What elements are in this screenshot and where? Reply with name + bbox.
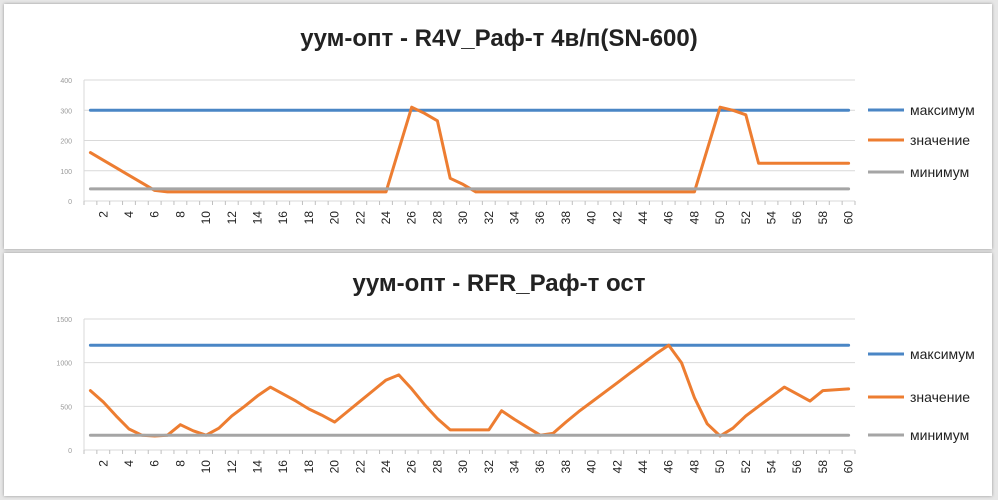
chart-1-x-tick-label: 26 [405, 211, 419, 225]
chart-1-x-tick-label: 22 [353, 211, 367, 225]
chart-1-gridlines [83, 79, 855, 202]
chart-2-x-tick-label: 58 [816, 460, 830, 474]
chart-1-series-2-line [88, 105, 851, 194]
chart-2-x-tick-label: 14 [250, 460, 264, 474]
chart-2-x-tick-label: 60 [842, 460, 856, 474]
chart-1-x-tick-label: 38 [559, 211, 573, 225]
chart-2-x-tick-label: 46 [662, 460, 676, 474]
chart-1-x-tick-label: 24 [379, 211, 393, 225]
chart-2-x-tick-label: 50 [713, 460, 727, 474]
chart-1-y-tick-label: 200 [60, 139, 72, 146]
chart-1-x-tick-label: 48 [687, 211, 701, 225]
chart-2-x-tick-label: 28 [430, 460, 444, 474]
chart-2-y-tick-label: 500 [60, 404, 72, 411]
chart-1-x-tick-label: 20 [328, 211, 342, 225]
chart-2-x-tick-label: 30 [456, 460, 470, 474]
chart-1-x-tick-label: 60 [842, 211, 856, 225]
chart-1-x-tick-label: 58 [816, 211, 830, 225]
chart-2-y-tick-label: 0 [68, 448, 72, 455]
chart-1-x-tick-label: 6 [148, 211, 162, 218]
chart-1-legend-label-1: максимум [910, 102, 975, 118]
chart-2-x-tick-label: 36 [533, 460, 547, 474]
chart-1-legend: максимум значение минимум [868, 102, 975, 180]
chart-2-x-tick-label: 16 [276, 460, 290, 474]
chart-2-legend: максимум значение минимум [868, 346, 975, 443]
chart-1-x-tick-label: 18 [302, 211, 316, 225]
chart-2-x-tick-label: 44 [636, 460, 650, 474]
chart-2-x-tick-label: 18 [302, 460, 316, 474]
chart-1-x-tick-label: 32 [482, 211, 496, 225]
chart-1-series [88, 105, 851, 194]
chart-1-x-tick-label: 8 [173, 211, 187, 218]
chart-2-x-tick-label: 2 [96, 460, 110, 467]
chart-2-y-ticks: 0 500 1000 1500 [56, 317, 72, 455]
chart-1-legend-label-2: значение [910, 132, 970, 148]
chart-2-legend-label-2: значение [910, 389, 970, 405]
chart-2-x-tick-label: 52 [739, 460, 753, 474]
chart-1-y-tick-label: 400 [60, 78, 72, 85]
chart-1-x-tick-label: 42 [610, 211, 624, 225]
chart-2-x-tick-label: 42 [610, 460, 624, 474]
chart-1-x-tick-label: 14 [250, 211, 264, 225]
chart-2-x-tick-label: 4 [122, 460, 136, 467]
chart-2-x-tick-label: 10 [199, 460, 213, 474]
chart-2-x-tick-label: 22 [353, 460, 367, 474]
chart-2-x-tick-label: 26 [405, 460, 419, 474]
chart-1-x-tick-label: 36 [533, 211, 547, 225]
chart-2-x-tick-label: 32 [482, 460, 496, 474]
chart-1-x-tick-label: 30 [456, 211, 470, 225]
chart-1-x-tick-label: 40 [585, 211, 599, 225]
chart-2-x-tick-label: 40 [585, 460, 599, 474]
chart-1-x-tick-label: 50 [713, 211, 727, 225]
chart-1-x-tick-label: 46 [662, 211, 676, 225]
chart-2-series [88, 343, 851, 438]
chart-2-x-tick-label: 20 [328, 460, 342, 474]
chart-2-x-ticks: 2 4 6 8 10 12 14 16 18 20 22 24 26 28 30 32 34 36 38 40 42 44… [83, 450, 856, 474]
chart-1-y-tick-label: 300 [60, 108, 72, 115]
chart-2-legend-label-3: минимум [910, 427, 969, 443]
chart-1-x-tick-label: 16 [276, 211, 290, 225]
chart-1-y-tick-label: 100 [60, 169, 72, 176]
chart-2-x-tick-label: 12 [225, 460, 239, 474]
chart-1-x-tick-label: 54 [764, 211, 778, 225]
chart-panel-1: уум-опт - R4V_Раф-т 4в/п(SN-600) 0 100 200… [4, 4, 992, 249]
chart-2-x-tick-label: 48 [687, 460, 701, 474]
chart-1-x-tick-label: 2 [96, 211, 110, 218]
chart-1-x-tick-label: 52 [739, 211, 753, 225]
chart-2-series-2-line [88, 343, 851, 438]
chart-1-x-tick-label: 4 [122, 211, 136, 218]
chart-2-x-tick-label: 34 [507, 460, 521, 474]
chart-2-legend-label-1: максимум [910, 346, 975, 362]
chart-2-title: уум-опт - RFR_Раф-т ост [353, 270, 646, 297]
chart-1-x-ticks: 2 4 6 8 10 12 14 16 18 20 22 24 26 28 30 32 34 36 38 40 42 44… [83, 201, 856, 225]
chart-2-x-tick-label: 6 [148, 460, 162, 467]
chart-2-x-tick-label: 24 [379, 460, 393, 474]
chart-1-x-tick-label: 34 [507, 211, 521, 225]
chart-1-legend-label-3: минимум [910, 164, 969, 180]
chart-2-y-tick-label: 1000 [56, 361, 72, 368]
chart-1-x-tick-label: 28 [430, 211, 444, 225]
chart-2-x-tick-label: 38 [559, 460, 573, 474]
chart-1-y-tick-label: 0 [68, 199, 72, 206]
chart-1-x-tick-label: 10 [199, 211, 213, 225]
chart-2-x-tick-label: 8 [173, 460, 187, 467]
chart-1-title: уум-опт - R4V_Раф-т 4в/п(SN-600) [300, 25, 697, 52]
chart-1-y-ticks: 0 100 200 300 400 [60, 78, 72, 206]
chart-1: уум-опт - R4V_Раф-т 4в/п(SN-600) 0100200… [60, 25, 975, 225]
chart-1-x-tick-label: 56 [790, 211, 804, 225]
chart-2-x-tick-label: 54 [764, 460, 778, 474]
chart-1-x-tick-label: 12 [225, 211, 239, 225]
chart-2-y-tick-label: 1500 [56, 317, 72, 324]
chart-1-x-tick-label: 44 [636, 211, 650, 225]
chart-2-x-tick-label: 56 [790, 460, 804, 474]
